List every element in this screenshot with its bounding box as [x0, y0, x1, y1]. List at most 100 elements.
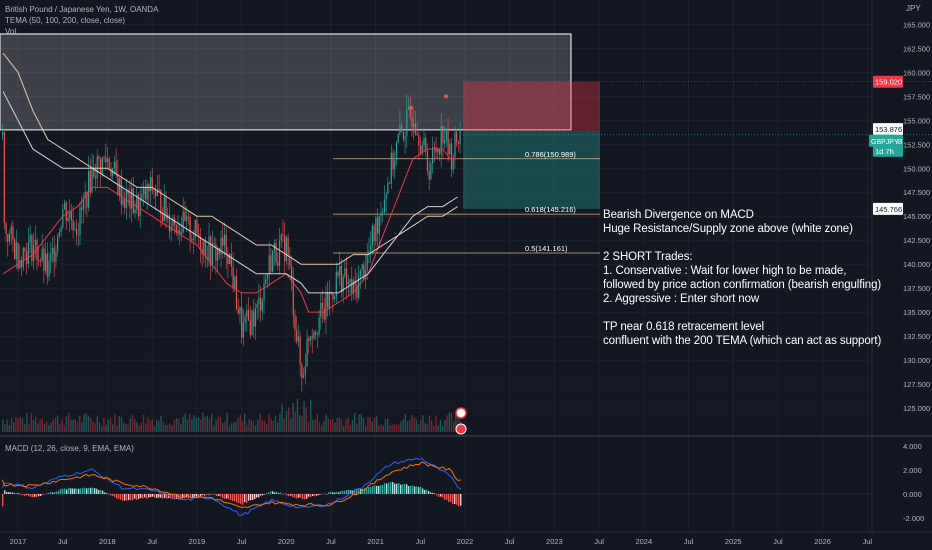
macd-histogram-bar — [128, 494, 130, 501]
macd-histogram-bar — [6, 491, 8, 494]
macd-histogram-bar — [22, 494, 24, 496]
tema-line-50[interactable] — [2, 148, 458, 313]
symbol-badge[interactable] — [869, 134, 897, 147]
macd-histogram-bar — [268, 492, 270, 494]
volume-bar — [123, 422, 125, 432]
volume-bar — [107, 419, 109, 432]
tema-line-100[interactable] — [2, 91, 458, 294]
candle-body — [20, 260, 23, 268]
macd-histogram-bar — [218, 494, 220, 496]
candle-body — [179, 229, 181, 234]
candle-body — [395, 142, 398, 161]
volume-bar — [279, 413, 281, 432]
volume-bar — [426, 424, 428, 432]
volume-bar — [118, 416, 120, 432]
annotation-line: confluent with the 200 TEMA (which can a… — [603, 335, 882, 347]
volume-bar — [125, 423, 127, 432]
candle-body — [316, 334, 318, 336]
volume-bar — [195, 418, 197, 432]
macd-indicator-label[interactable]: MACD (12, 26, close, 9, EMA, EMA) — [5, 444, 134, 453]
macd-signal-line[interactable] — [1, 461, 462, 509]
take-profit-zone[interactable] — [463, 131, 600, 209]
event-marker-icon[interactable] — [455, 423, 467, 435]
candle-body — [127, 190, 129, 195]
candle-body — [122, 199, 124, 205]
time-tick-label: Jul — [237, 537, 247, 546]
time-tick-label: 2023 — [546, 537, 563, 546]
candle-body — [363, 264, 365, 280]
volume-bar — [138, 425, 140, 432]
candle-body — [43, 248, 45, 271]
volume-bar — [455, 413, 457, 432]
tema-line-200[interactable] — [2, 52, 458, 265]
price-tick-label: 160.000 — [903, 68, 930, 77]
candle-body — [93, 167, 95, 177]
macd-histogram-bar — [68, 487, 70, 494]
volume-bar — [431, 420, 433, 432]
volume-bar — [169, 423, 171, 432]
macd-histogram-bar — [326, 494, 328, 495]
price-badge[interactable] — [873, 144, 903, 157]
price-badge-label: 159.020 — [875, 78, 902, 87]
price-badge[interactable] — [873, 75, 903, 88]
macd-histogram-bar — [336, 491, 338, 494]
stop-loss-zone[interactable] — [463, 81, 600, 132]
volume-bar — [263, 420, 266, 432]
volume-bar — [61, 419, 63, 432]
candle-body — [144, 188, 146, 200]
candle-body — [320, 302, 322, 318]
candle-body — [143, 188, 145, 195]
volume-bar — [444, 419, 446, 432]
volume-bar — [219, 416, 222, 432]
candle-body — [139, 199, 141, 217]
volume-bar — [70, 419, 72, 432]
volume-bar — [94, 422, 96, 432]
macd-histogram-bar — [404, 483, 406, 494]
macd-histogram-bar — [150, 494, 152, 498]
candle-body — [346, 268, 348, 285]
volume-bar — [424, 423, 426, 432]
macd-histogram-bar — [320, 493, 322, 495]
trade-annotation[interactable]: Bearish Divergence on MACD Huge Resistan… — [603, 208, 881, 348]
macd-histogram-bar — [258, 494, 260, 498]
volume-bar — [393, 423, 395, 432]
candle-body — [409, 107, 411, 118]
candle-body — [62, 209, 64, 228]
volume-bar — [136, 422, 138, 432]
volume-bar — [417, 424, 420, 432]
volume-bar — [453, 421, 455, 432]
price-badge[interactable] — [873, 202, 903, 215]
macd-line[interactable] — [1, 457, 462, 516]
macd-histogram-bar — [438, 494, 440, 498]
tema-indicator-label[interactable]: TEMA (50, 100, 200, close, close) — [5, 16, 126, 25]
volume-bar — [129, 418, 131, 432]
candle-body — [299, 336, 301, 365]
volume-bar — [15, 416, 17, 432]
macd-histogram-bar — [452, 494, 454, 505]
price-badge[interactable] — [873, 123, 903, 136]
macd-histogram-bar — [192, 494, 194, 498]
symbol-title[interactable]: British Pound / Japanese Yen, 1W, OANDA — [5, 5, 159, 14]
candle-body — [290, 265, 293, 280]
time-tick-label: 2018 — [99, 537, 116, 546]
volume-bar — [41, 418, 43, 432]
time-tick-label: Jul — [773, 537, 783, 546]
volume-bar — [301, 415, 303, 432]
macd-histogram-bar — [88, 487, 90, 494]
macd-tick-label: 2.000 — [903, 466, 922, 475]
candle-body — [380, 213, 382, 217]
macd-histogram-bar — [106, 493, 108, 494]
event-flag-icon[interactable] — [455, 407, 467, 419]
volume-indicator-label[interactable]: Vol — [5, 27, 17, 36]
volume-bar — [288, 407, 290, 432]
macd-histogram-bar — [52, 492, 54, 494]
candle-body — [115, 161, 117, 175]
macd-histogram-bar — [208, 494, 210, 496]
price-badge-label: 145.766 — [875, 205, 902, 214]
volume-bar — [186, 419, 189, 432]
volume-bar — [250, 420, 252, 432]
macd-histogram-bar — [56, 491, 58, 494]
macd-histogram-bar — [318, 494, 320, 496]
